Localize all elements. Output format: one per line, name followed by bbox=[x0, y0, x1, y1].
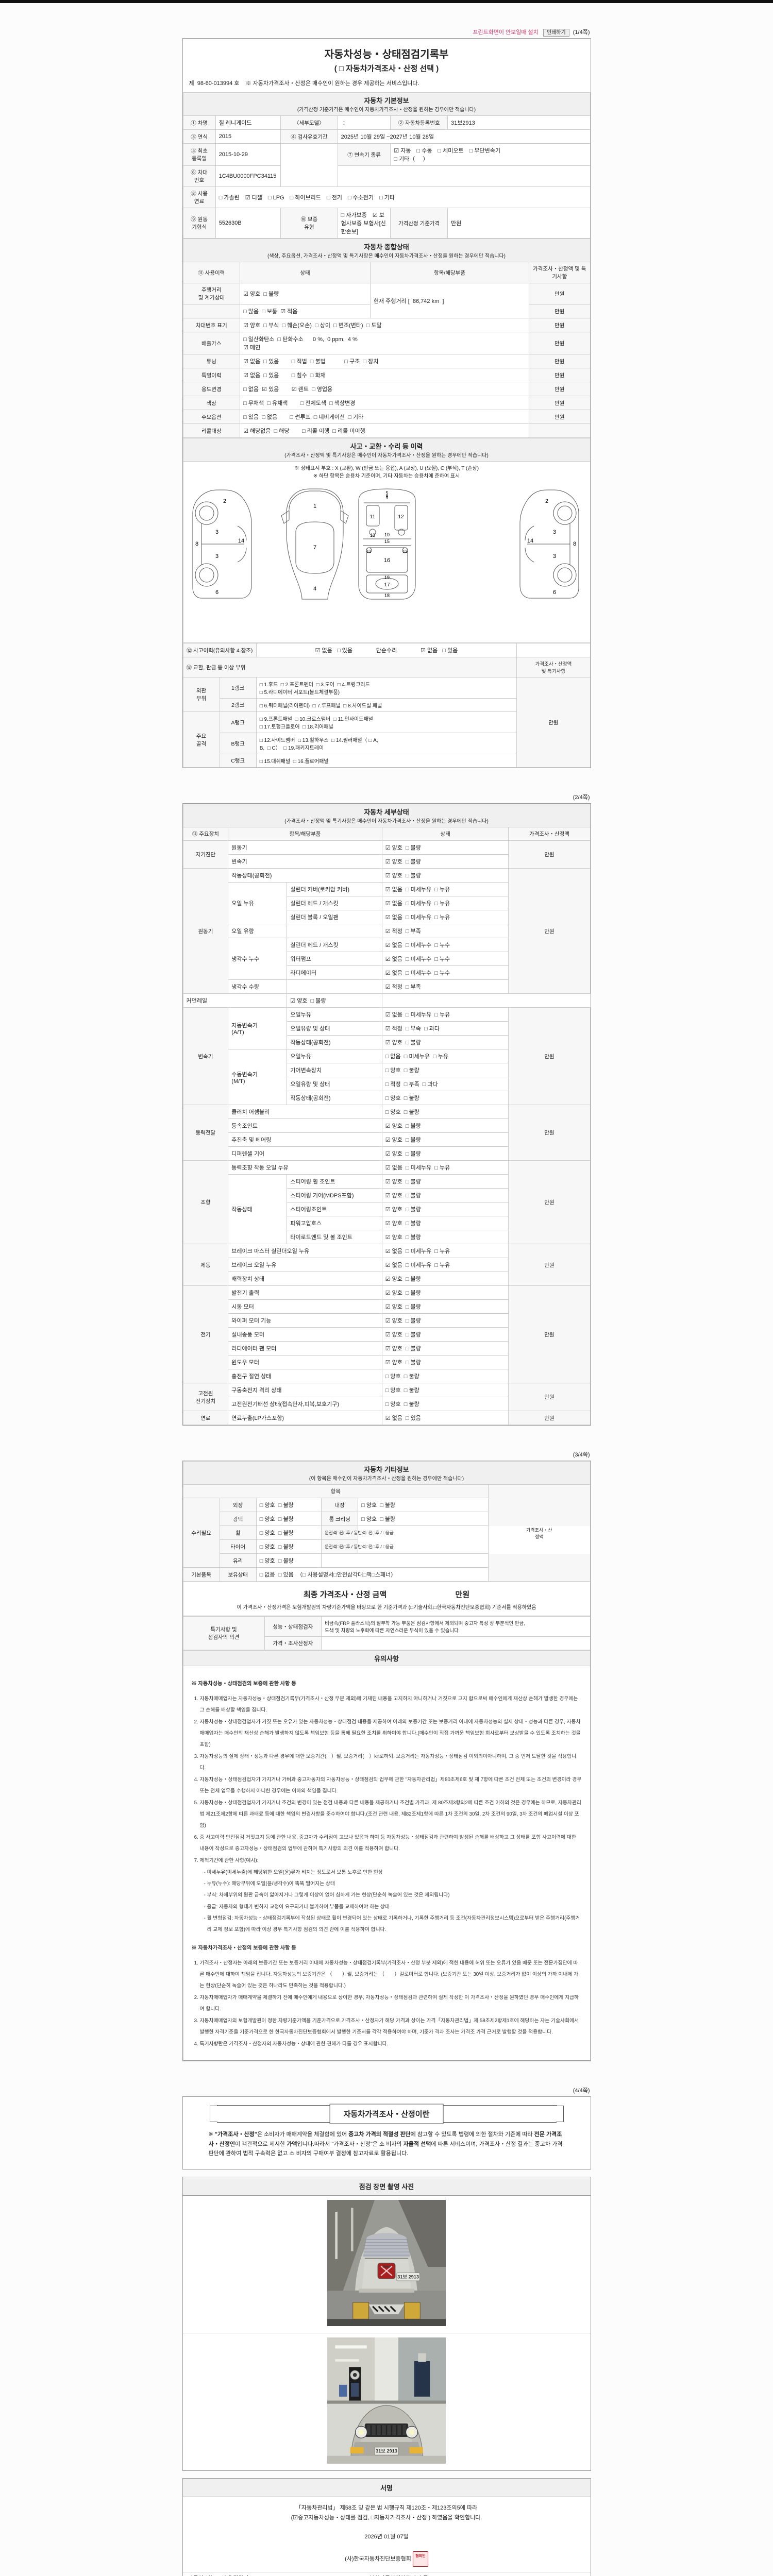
svg-text:3: 3 bbox=[215, 553, 218, 560]
svg-text:1: 1 bbox=[313, 503, 316, 510]
svg-text:10: 10 bbox=[384, 532, 389, 537]
svg-text:11: 11 bbox=[369, 514, 375, 520]
svg-text:2: 2 bbox=[223, 498, 226, 504]
svg-text:12: 12 bbox=[366, 549, 371, 554]
svg-text:4: 4 bbox=[313, 586, 316, 592]
svg-text:19: 19 bbox=[384, 575, 389, 580]
svg-text:12: 12 bbox=[398, 514, 404, 520]
svg-text:13: 13 bbox=[369, 533, 375, 538]
svg-text:18: 18 bbox=[384, 593, 389, 598]
svg-text:8: 8 bbox=[573, 541, 576, 547]
svg-text:17: 17 bbox=[384, 582, 390, 588]
svg-text:31보 2913: 31보 2913 bbox=[376, 2448, 397, 2453]
svg-text:14: 14 bbox=[527, 538, 533, 544]
svg-text:14: 14 bbox=[238, 538, 244, 544]
svg-text:8: 8 bbox=[195, 541, 198, 547]
svg-text:3: 3 bbox=[552, 529, 556, 535]
svg-text:7: 7 bbox=[313, 545, 316, 551]
svg-text:3: 3 bbox=[552, 553, 556, 560]
svg-text:6: 6 bbox=[552, 589, 556, 596]
svg-text:9: 9 bbox=[385, 495, 388, 500]
svg-text:6: 6 bbox=[215, 589, 218, 596]
svg-text:2: 2 bbox=[545, 498, 548, 504]
svg-text:15: 15 bbox=[384, 539, 389, 544]
svg-text:16: 16 bbox=[383, 557, 390, 564]
svg-text:12: 12 bbox=[402, 549, 407, 554]
svg-text:Jeep: Jeep bbox=[382, 2265, 391, 2269]
svg-text:3: 3 bbox=[215, 529, 218, 535]
svg-text:31보 2913: 31보 2913 bbox=[397, 2274, 419, 2279]
